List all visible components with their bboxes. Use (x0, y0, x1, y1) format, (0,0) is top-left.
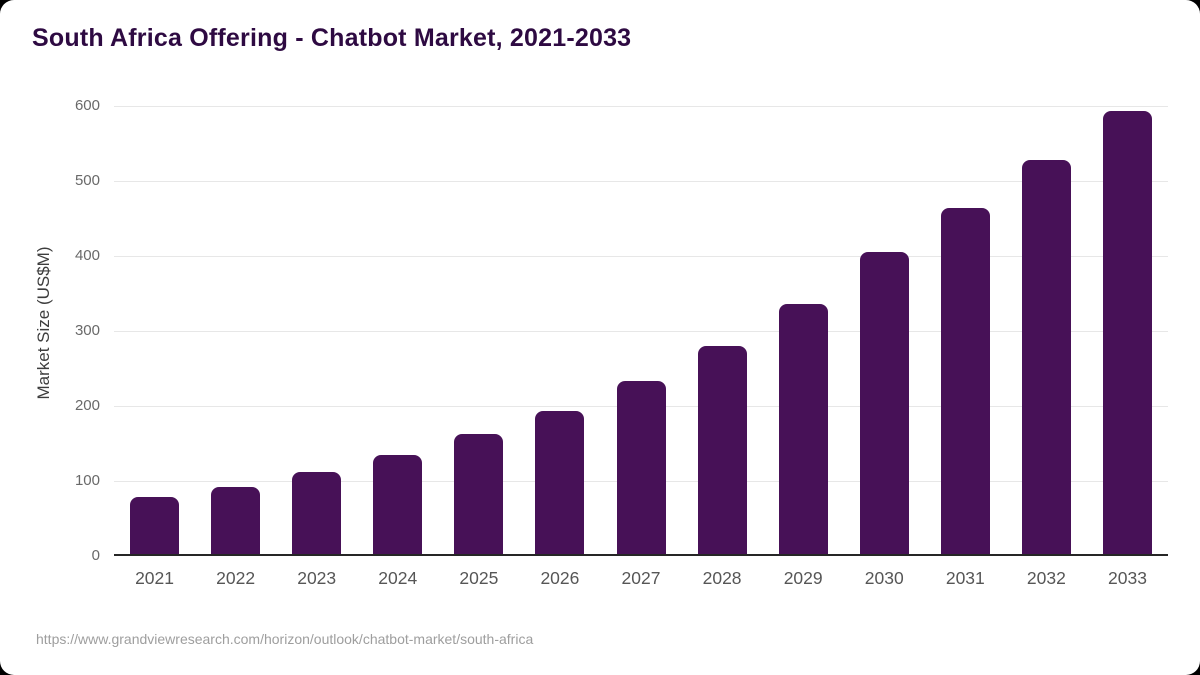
bar-2033 (1102, 111, 1152, 554)
y-tick-label-0: 0 (91, 547, 100, 564)
bar-slot-2023 (276, 106, 357, 554)
bar-2026 (535, 410, 585, 554)
y-tick-label-600: 600 (74, 97, 100, 114)
x-tick-label-2021: 2021 (135, 568, 174, 588)
bar-2027 (616, 380, 666, 554)
bar-2031 (940, 207, 990, 554)
bar-2029 (778, 303, 828, 554)
bar-slot-2022 (195, 106, 276, 554)
bar-slot-2029 (763, 106, 844, 554)
y-tick-label-200: 200 (74, 397, 100, 414)
x-tick-label-2024: 2024 (378, 568, 418, 588)
y-tick-label-400: 400 (74, 247, 100, 264)
x-tick-label-2030: 2030 (864, 568, 904, 588)
y-axis-tick-labels: 0 100 200 300 400 500 600 (58, 97, 100, 564)
bar-2022 (211, 486, 261, 554)
bar-slot-2032 (1006, 106, 1087, 554)
x-tick-label-2027: 2027 (621, 568, 661, 588)
bar-2030 (859, 252, 909, 554)
x-tick-label-2023: 2023 (297, 568, 337, 588)
bar-slot-2033 (1087, 106, 1168, 554)
chart-title: South Africa Offering - Chatbot Market, … (32, 24, 632, 52)
bar-2032 (1021, 159, 1071, 554)
bar-slot-2024 (357, 106, 438, 554)
x-tick-label-2025: 2025 (459, 568, 499, 588)
bar-2025 (454, 433, 504, 554)
x-tick-label-2022: 2022 (216, 568, 256, 588)
plot-area (114, 106, 1168, 556)
bar-slot-2030 (844, 106, 925, 554)
bar-slot-2027 (600, 106, 681, 554)
bar-2028 (697, 346, 747, 554)
x-tick-label-2028: 2028 (702, 568, 742, 588)
gridline-600 (114, 106, 1168, 107)
y-tick-label-100: 100 (74, 472, 100, 489)
gridline-400 (114, 256, 1168, 257)
x-tick-label-2033: 2033 (1108, 568, 1147, 588)
bar-series (114, 106, 1168, 554)
x-tick-label-2032: 2032 (1026, 568, 1066, 588)
bar-slot-2028 (682, 106, 763, 554)
bar-2023 (292, 471, 342, 554)
x-axis-tick-labels: 2021 2022 2023 2024 2025 2026 2027 2028 2029 2030… (114, 568, 1168, 589)
bar-2024 (373, 455, 423, 554)
gridline-300 (114, 331, 1168, 332)
x-tick-label-2026: 2026 (540, 568, 580, 588)
y-axis-title: Market Size (US$M) (34, 246, 53, 400)
bar-2021 (130, 496, 180, 554)
bar-slot-2031 (925, 106, 1006, 554)
x-tick-label-2029: 2029 (783, 568, 823, 588)
bar-slot-2021 (114, 106, 195, 554)
bar-slot-2025 (438, 106, 519, 554)
y-tick-label-500: 500 (74, 172, 100, 189)
source-url: https://www.grandviewresearch.com/horizo… (36, 631, 534, 647)
x-tick-label-2031: 2031 (945, 568, 985, 588)
gridline-500 (114, 181, 1168, 182)
bar-slot-2026 (519, 106, 600, 554)
y-tick-label-300: 300 (74, 322, 100, 339)
